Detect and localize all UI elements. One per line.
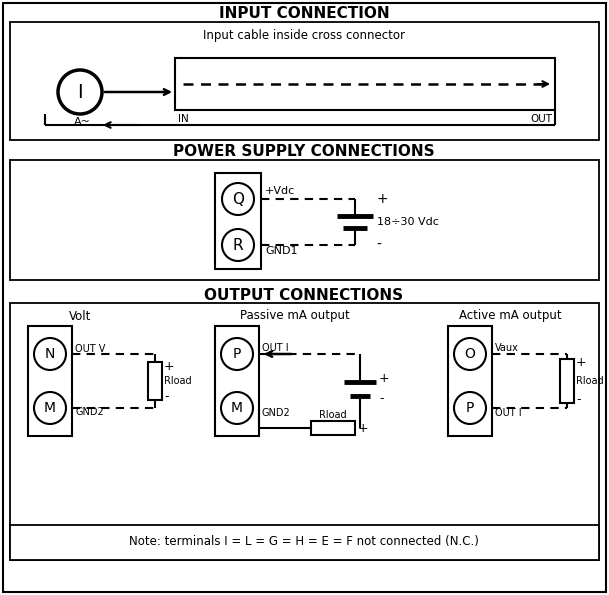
Text: A~: A~ <box>74 117 91 127</box>
Circle shape <box>34 392 66 424</box>
Text: GND1: GND1 <box>265 246 298 256</box>
Text: I: I <box>77 83 83 102</box>
Bar <box>215 326 259 436</box>
Circle shape <box>454 338 486 370</box>
Text: POWER SUPPLY CONNECTIONS: POWER SUPPLY CONNECTIONS <box>173 143 435 158</box>
Bar <box>148 362 162 400</box>
Text: +: + <box>164 359 175 372</box>
Bar <box>28 326 72 436</box>
Circle shape <box>454 392 486 424</box>
Bar <box>311 421 355 435</box>
Text: M: M <box>231 401 243 415</box>
Text: N: N <box>45 347 55 361</box>
Text: IN: IN <box>178 114 189 124</box>
Text: OUT: OUT <box>530 114 552 124</box>
Text: OUT V: OUT V <box>75 344 105 354</box>
Text: R: R <box>233 237 244 252</box>
Bar <box>175 58 555 110</box>
Bar <box>10 160 599 280</box>
Text: Rload: Rload <box>576 376 604 386</box>
Text: OUTPUT CONNECTIONS: OUTPUT CONNECTIONS <box>205 287 404 302</box>
Text: Vaux: Vaux <box>495 343 519 353</box>
Text: GND2: GND2 <box>75 407 104 417</box>
Bar <box>448 326 492 436</box>
Text: Q: Q <box>232 192 244 206</box>
Circle shape <box>34 338 66 370</box>
Circle shape <box>221 338 253 370</box>
Bar <box>215 173 261 269</box>
Circle shape <box>221 392 253 424</box>
Circle shape <box>58 70 102 114</box>
Bar <box>10 22 599 140</box>
Text: -: - <box>576 393 580 406</box>
Text: P: P <box>466 401 474 415</box>
Text: -: - <box>379 393 384 406</box>
Text: +: + <box>379 372 390 386</box>
Text: +Vdc: +Vdc <box>265 186 295 196</box>
Text: +: + <box>576 356 586 369</box>
Text: Active mA output: Active mA output <box>459 309 561 322</box>
Bar <box>560 359 574 403</box>
Text: Note: terminals I = L = G = H = E = F not connected (N.C.): Note: terminals I = L = G = H = E = F no… <box>129 536 479 549</box>
Bar <box>10 525 599 560</box>
Bar <box>10 303 599 560</box>
Circle shape <box>222 229 254 261</box>
Text: OUT I: OUT I <box>262 343 289 353</box>
Text: GND2: GND2 <box>262 408 290 418</box>
Text: 18÷30 Vdc: 18÷30 Vdc <box>377 217 439 227</box>
Text: Rload: Rload <box>164 376 192 386</box>
Text: +: + <box>358 421 368 434</box>
Text: Rload: Rload <box>319 410 347 420</box>
Text: M: M <box>44 401 56 415</box>
Text: Passive mA output: Passive mA output <box>240 309 350 322</box>
Text: Input cable inside cross connector: Input cable inside cross connector <box>203 29 405 42</box>
Circle shape <box>222 183 254 215</box>
Text: OUT I: OUT I <box>495 408 522 418</box>
Text: -: - <box>376 238 381 252</box>
Text: -: - <box>298 421 303 434</box>
Text: O: O <box>465 347 476 361</box>
Text: INPUT CONNECTION: INPUT CONNECTION <box>219 5 389 20</box>
Text: -: - <box>164 390 169 403</box>
Text: Volt: Volt <box>69 309 91 322</box>
Text: P: P <box>233 347 241 361</box>
Text: +: + <box>376 192 387 206</box>
